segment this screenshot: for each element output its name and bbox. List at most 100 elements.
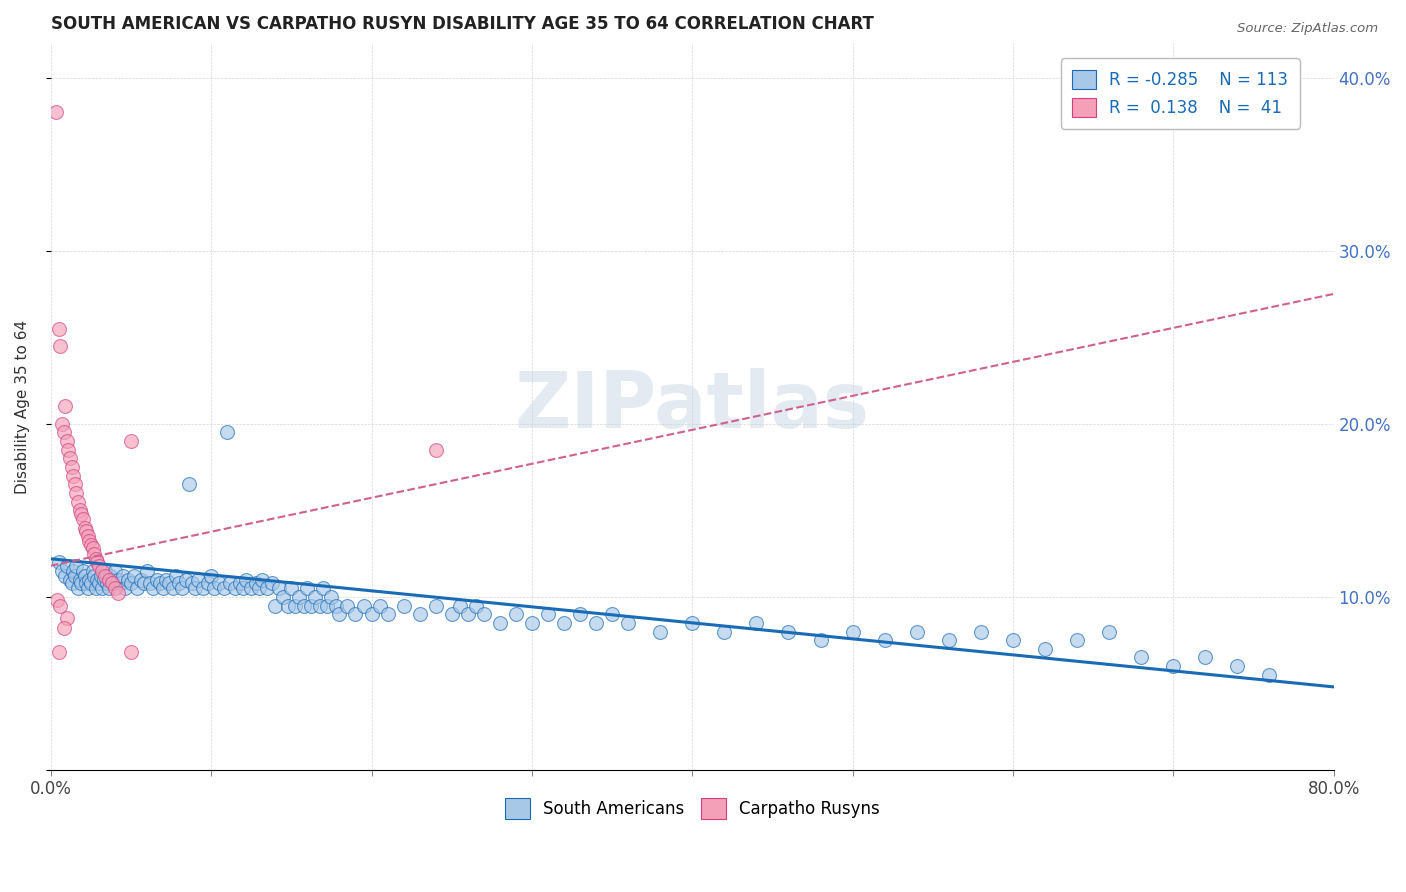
Point [132, 576, 155, 591]
Point [336, 599, 359, 613]
Point [49, 599, 72, 613]
Point [111, 569, 134, 583]
Point [53, 400, 76, 414]
Point [51, 417, 73, 431]
Point [553, 615, 575, 630]
Point [87, 576, 110, 591]
Point [1258, 667, 1281, 681]
Point [72, 564, 94, 578]
Point [83, 569, 105, 583]
Point [127, 581, 149, 595]
Point [53, 569, 76, 583]
Point [56, 558, 79, 573]
Point [52, 425, 75, 440]
Point [970, 624, 993, 639]
Point [70, 507, 93, 521]
Point [73, 521, 96, 535]
Point [86, 573, 108, 587]
Point [905, 624, 928, 639]
Point [232, 581, 254, 595]
Point [938, 633, 960, 648]
Point [344, 607, 367, 622]
Point [60, 576, 83, 591]
Point [184, 581, 207, 595]
Point [425, 599, 447, 613]
Point [69, 573, 91, 587]
Point [82, 541, 104, 556]
Point [1066, 633, 1088, 648]
Point [247, 581, 270, 595]
Point [745, 615, 768, 630]
Point [217, 425, 239, 440]
Point [208, 576, 231, 591]
Point [107, 573, 129, 587]
Point [120, 645, 142, 659]
Text: Source: ZipAtlas.com: Source: ZipAtlas.com [1237, 22, 1378, 36]
Point [873, 633, 896, 648]
Point [219, 576, 242, 591]
Point [94, 569, 117, 583]
Point [280, 581, 302, 595]
Point [1194, 650, 1216, 665]
Point [100, 576, 122, 591]
Point [505, 607, 527, 622]
Point [129, 573, 152, 587]
Point [1098, 624, 1121, 639]
Point [91, 581, 114, 595]
Point [103, 576, 125, 591]
Point [321, 590, 343, 604]
Point [262, 576, 284, 591]
Point [585, 615, 607, 630]
Point [155, 573, 177, 587]
Point [49, 339, 72, 353]
Point [569, 607, 592, 622]
Point [96, 576, 118, 591]
Point [353, 599, 375, 613]
Point [63, 477, 86, 491]
Point [181, 576, 204, 591]
Y-axis label: Disability Age 35 to 64: Disability Age 35 to 64 [15, 319, 30, 493]
Point [172, 581, 194, 595]
Point [328, 607, 350, 622]
Point [86, 555, 108, 569]
Point [73, 569, 96, 583]
Point [117, 573, 139, 587]
Point [58, 442, 80, 457]
Point [70, 576, 93, 591]
Point [114, 581, 136, 595]
Point [94, 564, 117, 578]
Point [104, 581, 127, 595]
Point [110, 576, 132, 591]
Point [1001, 633, 1024, 648]
Point [67, 581, 90, 595]
Point [325, 599, 347, 613]
Point [167, 576, 190, 591]
Point [46, 593, 69, 607]
Point [472, 607, 495, 622]
Point [120, 576, 142, 591]
Point [235, 573, 257, 587]
Point [191, 581, 214, 595]
Point [62, 564, 84, 578]
Point [202, 581, 225, 595]
Point [360, 607, 382, 622]
Point [1161, 659, 1184, 673]
Point [97, 573, 120, 587]
Point [139, 576, 162, 591]
Point [537, 607, 560, 622]
Point [83, 547, 105, 561]
Point [297, 581, 319, 595]
Point [449, 599, 471, 613]
Point [392, 599, 415, 613]
Point [87, 558, 110, 573]
Point [91, 564, 114, 578]
Point [520, 615, 543, 630]
Point [149, 576, 172, 591]
Point [52, 621, 75, 635]
Point [245, 576, 267, 591]
Point [59, 451, 82, 466]
Point [107, 586, 129, 600]
Point [1033, 641, 1056, 656]
Point [488, 615, 510, 630]
Text: ZIPatlas: ZIPatlas [515, 368, 870, 444]
